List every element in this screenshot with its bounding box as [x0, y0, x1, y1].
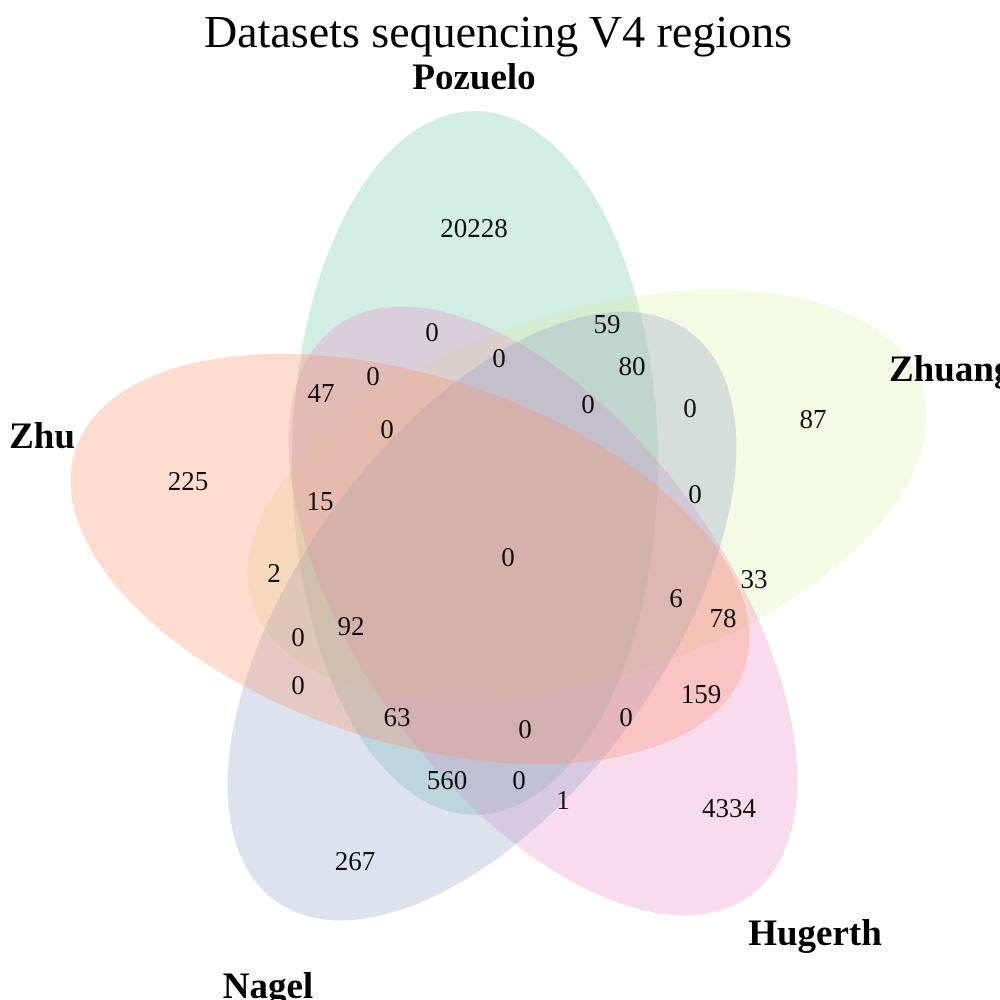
- region-count: 47: [308, 378, 335, 408]
- region-count: 33: [741, 564, 768, 594]
- set-labels: Pozuelo Zhuang Hugerth Nagel Zhu: [9, 57, 1000, 1000]
- region-count: 63: [384, 702, 411, 732]
- diagram-title: Datasets sequencing V4 regions: [204, 6, 792, 57]
- region-count: 0: [425, 317, 439, 347]
- region-count: 59: [594, 309, 621, 339]
- region-count: 0: [518, 714, 532, 744]
- region-count: 0: [291, 622, 305, 652]
- region-counts: 20228 87 4334 267 225 0 59 0 80 0 0 47 0…: [168, 213, 827, 876]
- set-label-zhuang: Zhuang: [889, 349, 1000, 390]
- set-label-nagel: Nagel: [223, 966, 313, 1000]
- petal-zhu: [70, 353, 750, 765]
- petal-hugerth: [288, 306, 798, 916]
- region-count: 560: [427, 765, 468, 795]
- region-count: 92: [338, 611, 365, 641]
- petal-pozuelo: [292, 111, 658, 815]
- region-count: 159: [681, 679, 722, 709]
- region-count: 0: [380, 414, 394, 444]
- region-count: 2: [267, 558, 281, 588]
- region-count: 0: [683, 393, 697, 423]
- region-count: 80: [619, 351, 646, 381]
- venn-petals: [70, 111, 927, 921]
- region-count-center: 0: [501, 542, 515, 572]
- region-count: 0: [291, 670, 305, 700]
- region-count: 0: [492, 343, 506, 373]
- region-count: 225: [168, 466, 209, 496]
- region-count: 0: [581, 389, 595, 419]
- region-count: 1: [556, 785, 570, 815]
- set-label-pozuelo: Pozuelo: [412, 57, 535, 98]
- region-count: 0: [688, 479, 702, 509]
- petal-nagel: [227, 311, 737, 921]
- set-label-hugerth: Hugerth: [748, 913, 882, 954]
- region-count: 267: [335, 846, 376, 876]
- region-count: 0: [366, 361, 380, 391]
- region-count: 4334: [702, 793, 757, 823]
- region-count: 78: [710, 603, 737, 633]
- petal-zhuang: [247, 289, 927, 701]
- region-count: 87: [800, 404, 827, 434]
- region-count: 0: [512, 765, 526, 795]
- region-count: 6: [669, 583, 683, 613]
- region-count: 15: [307, 486, 334, 516]
- set-label-zhu: Zhu: [9, 416, 75, 457]
- region-count: 20228: [440, 213, 508, 243]
- region-count: 0: [619, 702, 633, 732]
